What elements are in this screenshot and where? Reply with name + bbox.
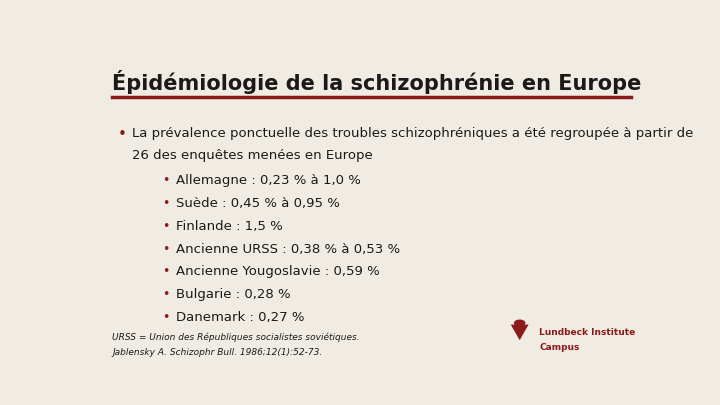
Text: •: • (163, 220, 170, 233)
Text: •: • (163, 265, 170, 278)
Text: Finlande : 1,5 %: Finlande : 1,5 % (176, 220, 283, 233)
Text: •: • (163, 243, 170, 256)
Text: •: • (163, 288, 170, 301)
Text: Ancienne URSS : 0,38 % à 0,53 %: Ancienne URSS : 0,38 % à 0,53 % (176, 243, 400, 256)
Text: Campus: Campus (539, 343, 580, 352)
Text: Bulgarie : 0,28 %: Bulgarie : 0,28 % (176, 288, 291, 301)
Text: Suède : 0,45 % à 0,95 %: Suède : 0,45 % à 0,95 % (176, 197, 341, 210)
Text: 26 des enquêtes menées en Europe: 26 des enquêtes menées en Europe (132, 149, 373, 162)
Text: Allemagne : 0,23 % à 1,0 %: Allemagne : 0,23 % à 1,0 % (176, 174, 361, 187)
Text: Jablensky A. Schizophr Bull. 1986;12(1):52-73.: Jablensky A. Schizophr Bull. 1986;12(1):… (112, 348, 323, 357)
Text: Ancienne Yougoslavie : 0,59 %: Ancienne Yougoslavie : 0,59 % (176, 265, 380, 278)
Polygon shape (510, 324, 528, 340)
Text: La prévalence ponctuelle des troubles schizophréniques a été regroupée à partir : La prévalence ponctuelle des troubles sc… (132, 126, 693, 140)
Text: URSS = Union des Républiques socialistes soviétiques.: URSS = Union des Républiques socialistes… (112, 333, 360, 342)
Text: Danemark : 0,27 %: Danemark : 0,27 % (176, 311, 305, 324)
Text: Épidémiologie de la schizophrénie en Europe: Épidémiologie de la schizophrénie en Eur… (112, 70, 642, 94)
Text: •: • (163, 174, 170, 187)
Text: •: • (163, 197, 170, 210)
Circle shape (515, 320, 525, 326)
Text: Lundbeck Institute: Lundbeck Institute (539, 328, 636, 337)
Text: •: • (163, 311, 170, 324)
Text: •: • (118, 126, 127, 142)
